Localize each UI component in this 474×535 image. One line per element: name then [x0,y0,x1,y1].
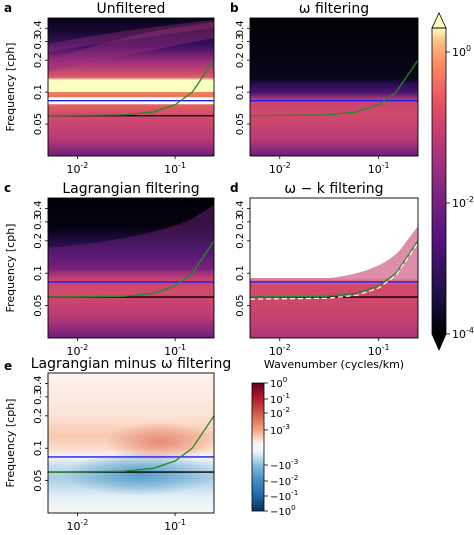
panel-a-ytick-label: 0.4 [33,20,44,36]
panel-b-ytick-label: 0.3 [235,34,246,50]
panel-d-ytick-label: 0.1 [235,265,246,281]
panel-c-ytick-label: 0.3 [33,214,44,230]
panel-d-ytick-label: 0.3 [235,214,246,230]
panel-d-lines [250,240,418,300]
panel-b-lines [250,59,418,117]
panel-a-title: Unfiltered [97,1,166,17]
colorbar-diff-tick-label: −10-1 [270,488,298,503]
panel-b-dispersion-curve [250,59,418,117]
colorbar-diff [251,382,265,512]
colorbar-diff-tick-label: 100 [270,375,288,390]
colorbar-main [432,28,446,334]
panel-e-ytick-label: 0.3 [33,389,44,405]
colorbar-main-tick-label: 10-4 [452,326,474,341]
panel-c-ytick-label: 0.05 [33,294,44,316]
panel-e-lines [48,415,214,473]
panel-b-heatmap [250,18,418,156]
colorbar-diff-tick-label: 10-1 [270,391,290,406]
panel-c-xtick-label: 10-1 [164,343,186,358]
colorbar-diff-tick-label: −100 [270,503,296,518]
panel-b-xtick-label: 10-2 [269,161,291,176]
panel-d-title: ω − k filtering [284,181,383,197]
panel-c-frame [47,197,215,339]
panel-b-letter: b [230,1,239,15]
colorbar-diff-tick-label: −10-3 [270,457,298,472]
panel-c-xtick-label: 10-2 [66,343,88,358]
panel-c-lines [48,240,214,298]
panel-d-dispersion-curve [250,240,418,298]
panel-c-heatmap [48,198,214,338]
panel-e-ylabel: Frequency [cph] [4,399,17,488]
panel-d-letter: d [230,181,239,195]
panel-a-ytick-label: 0.3 [33,34,44,50]
panel-e-ytick-label: 0.4 [33,375,44,391]
panel-a-frame [47,17,215,157]
panel-e-letter: e [4,359,12,373]
panel-d-ytick-label: 0.4 [235,200,246,216]
panel-b-ytick-label: 0.05 [235,113,246,135]
panel-d-heatmap [250,198,418,338]
colorbar-main-top-extend [431,12,447,29]
panel-e-title: Lagrangian minus ω filtering [31,356,232,372]
panel-c-title: Lagrangian filtering [62,181,199,197]
panel-c-letter: c [4,181,11,195]
panel-e-xlabel: Wavenumber (cycles/km) [61,533,201,535]
panel-e-xtick-label: 10-1 [164,518,186,533]
panel-e-ytick-label: 0.05 [33,469,44,491]
panel-d-xtick-label: 10-1 [368,343,390,358]
panel-e-heatmap [48,373,214,513]
panel-a-dispersion-curve [48,59,214,117]
panel-a-heatmap [48,18,214,156]
panel-a-ytick-label: 0.2 [33,52,44,68]
panel-a-ytick-label: 0.1 [33,84,44,100]
panel-d-frame [249,197,419,339]
panel-e-ytick-label: 0.1 [33,440,44,456]
colorbar-diff-tick-label: 10-2 [270,405,290,420]
panel-c-dispersion-curve [48,240,214,298]
panel-a-xtick-label: 10-2 [66,161,88,176]
panel-b-ytick-label: 0.4 [235,20,246,36]
panel-b-frame [249,17,419,157]
panel-b-title: ω filtering [299,1,369,17]
panel-a-ytick-label: 0.05 [33,113,44,135]
panel-a-xtick-label: 10-1 [164,161,186,176]
panel-b-ytick-label: 0.1 [235,84,246,100]
panel-d-dashed-curve [250,242,418,300]
panel-e-frame [47,372,215,514]
panel-d-ytick-label: 0.2 [235,233,246,249]
panel-d-xlabel: Wavenumber (cycles/km) [264,358,404,371]
panel-c-ytick-label: 0.4 [33,200,44,216]
colorbar-main-tick-label: 100 [452,44,471,59]
panel-d-xtick-label: 10-2 [269,343,291,358]
panel-b-ytick-label: 0.2 [235,52,246,68]
panel-e-xtick-label: 10-2 [66,518,88,533]
panel-d-ytick-label: 0.05 [235,294,246,316]
panel-b-xtick-label: 10-1 [368,161,390,176]
colorbar-main-tick-label: 10-2 [452,195,474,210]
panel-e-dispersion-curve [48,415,214,473]
panel-a-ylabel: Frequency [cph] [4,43,17,132]
panel-c-ylabel: Frequency [cph] [4,224,17,313]
panel-c-ytick-label: 0.2 [33,233,44,249]
panel-c-ytick-label: 0.1 [33,265,44,281]
panel-a-lines [48,59,214,117]
colorbar-main-bottom-extend [431,333,447,351]
colorbar-diff-tick-label: 10-3 [270,422,290,437]
panel-e-ytick-label: 0.2 [33,408,44,424]
panel-a-letter: a [4,1,12,15]
colorbar-diff-tick-label: −10-2 [270,473,298,488]
